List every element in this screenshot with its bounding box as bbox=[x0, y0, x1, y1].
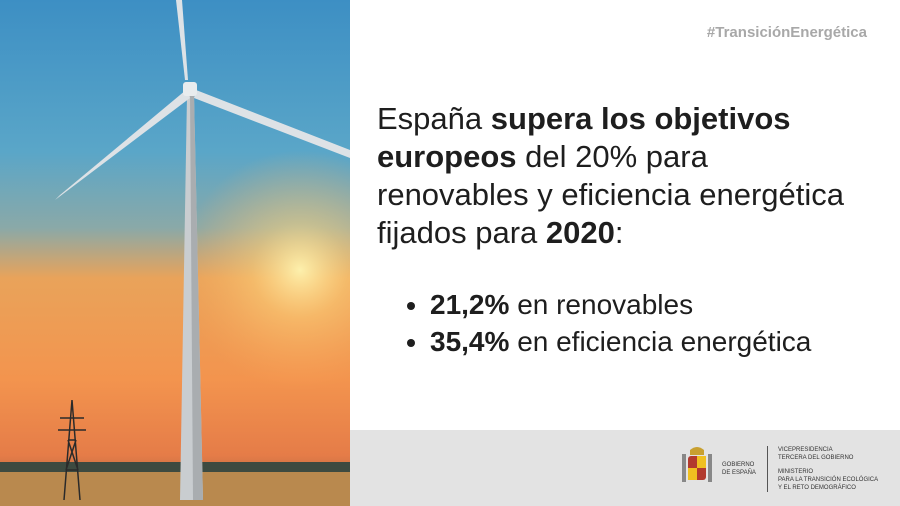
bullet-item: 35,4% en eficiencia energética bbox=[405, 323, 811, 360]
vicepresidencia-line: VICEPRESIDENCIA bbox=[778, 447, 833, 453]
bullet-text: en eficiencia energética bbox=[517, 326, 812, 357]
ministerio-line: PARA LA TRANSICIÓN ECOLÓGICA bbox=[778, 477, 879, 483]
bullet-value: 35,4% bbox=[430, 326, 510, 357]
vicepresidencia-label: VICEPRESIDENCIA TERCERA DEL GOBIERNO bbox=[778, 446, 853, 462]
bullet-item: 21,2% en renovables bbox=[405, 286, 811, 323]
wind-turbine-photo bbox=[0, 0, 350, 506]
headline-part: supera los objetivos europeos bbox=[377, 101, 791, 174]
headline-part: 2020 bbox=[545, 215, 615, 250]
hashtag: #TransiciónEnergética bbox=[706, 24, 867, 41]
headline-part: España bbox=[377, 101, 483, 136]
vicepresidencia-line: TERCERA DEL GOBIERNO bbox=[778, 455, 854, 461]
bullet-value: 21,2% bbox=[430, 289, 510, 320]
bullet-text: en renovables bbox=[517, 289, 694, 320]
ministerio-line: Y EL RETO DEMOGRÁFICO bbox=[778, 485, 856, 491]
coat-of-arms bbox=[682, 447, 712, 482]
ministerio-line: MINISTERIO bbox=[778, 469, 814, 475]
gobierno-line: DE ESPAÑA bbox=[722, 470, 756, 476]
gobierno-label: GOBIERNO DE ESPAÑA bbox=[722, 461, 756, 477]
headline: España supera los objetivos europeos del… bbox=[377, 100, 857, 252]
ministerio-label: MINISTERIO PARA LA TRANSICIÓN ECOLÓGICA Y … bbox=[778, 468, 878, 492]
headline-part: del 20% para renovables y eficiencia ene… bbox=[377, 139, 844, 250]
headline-part: : bbox=[614, 215, 624, 250]
footer: GOBIERNO DE ESPAÑA VICEPRESIDENCIA TERCERA… bbox=[350, 430, 900, 506]
divider bbox=[767, 446, 768, 492]
gobierno-line: GOBIERNO bbox=[722, 462, 755, 468]
bullet-list: 21,2% en renovables 35,4% en eficiencia e… bbox=[405, 286, 811, 360]
